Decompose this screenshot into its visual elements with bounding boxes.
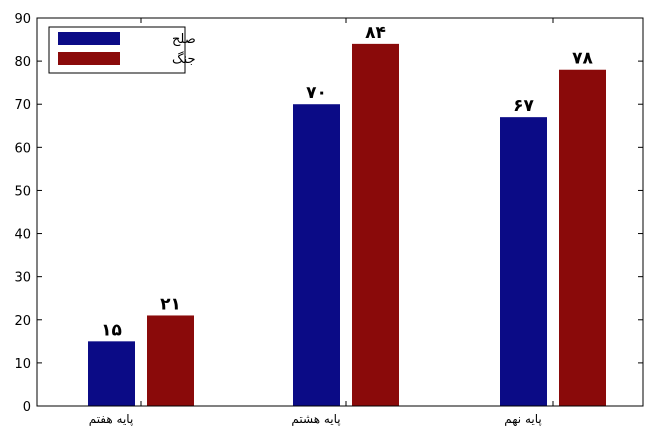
bars-layer [88, 43, 606, 407]
data-label: ۸۴ [365, 23, 386, 43]
bar-series1-cat1 [88, 341, 135, 406]
bar-series1-cat2 [293, 104, 340, 406]
legend-label: جنگ [172, 51, 196, 67]
x-category-label: پایه هفتم [89, 412, 134, 426]
y-tick-label: 10 [14, 357, 31, 372]
data-label: ۲۱ [160, 294, 181, 314]
x-category-label: پایه هشتم [291, 412, 340, 426]
bar-series1-cat3 [500, 117, 547, 407]
legend: صلح جنگ [48, 26, 196, 74]
legend-items: صلح جنگ [58, 32, 196, 67]
bar-series2-cat3 [559, 69, 606, 406]
y-tick-label: 80 [14, 55, 31, 70]
data-labels: ۱۵ ۷۰ ۶۷ ۲۱ ۸۴ ۷۸ [101, 23, 593, 340]
x-category-label: پایه نهم [504, 412, 541, 426]
y-tick-label: 30 [14, 271, 31, 286]
y-tick-label: 60 [14, 141, 31, 156]
y-tick-label: 90 [14, 12, 31, 27]
data-label: ۱۵ [101, 320, 122, 340]
x-axis-category-labels: پایه هفتم پایه هشتم پایه نهم [89, 18, 554, 426]
y-axis-ticks: 0 10 20 30 40 50 60 70 80 90 [14, 12, 643, 415]
y-tick-label: 20 [14, 314, 31, 329]
y-tick-label: 0 [23, 400, 31, 415]
data-label: ۷۸ [572, 49, 593, 69]
bar-series2-cat2 [352, 43, 399, 406]
legend-swatch [58, 32, 120, 45]
legend-label: صلح [172, 32, 196, 47]
y-tick-label: 70 [14, 98, 31, 113]
data-label: ۶۷ [513, 96, 534, 116]
data-label: ۷۰ [306, 83, 327, 103]
legend-swatch [58, 52, 120, 65]
bar-series2-cat1 [147, 315, 194, 406]
y-tick-label: 40 [14, 228, 31, 243]
axes-layer [36, 17, 644, 407]
y-tick-label: 50 [14, 184, 31, 199]
plot-frame [36, 17, 644, 407]
